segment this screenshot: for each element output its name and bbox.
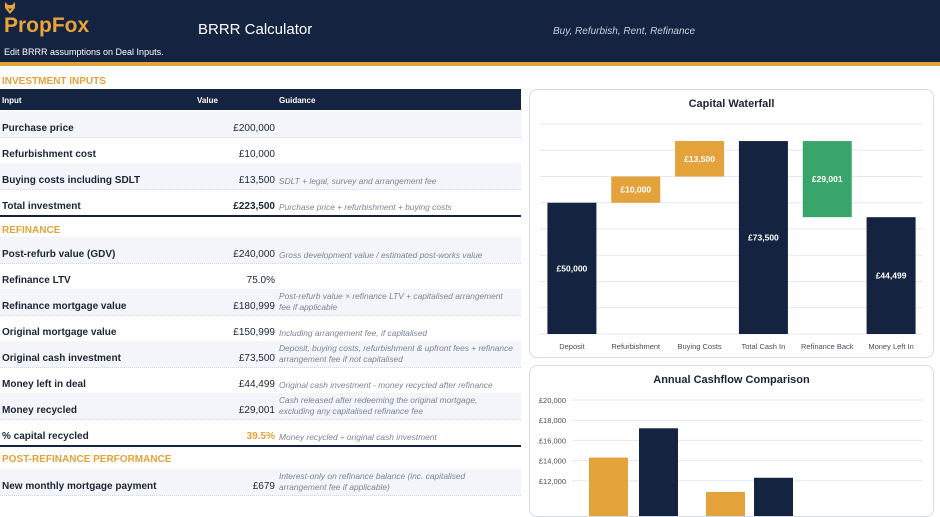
row-refurbishment-cost: Refurbishment cost £10,000: [0, 137, 521, 164]
summary-table: INVESTMENT INPUTS Input Value Guidance P…: [0, 66, 522, 496]
waterfall-bar: [738, 141, 788, 334]
page-title: BRRR Calculator: [198, 21, 313, 38]
row-note: Deposit, buying costs, refurbishment & u…: [279, 343, 513, 364]
row-note: Cash released after redeeming the origin…: [279, 395, 478, 416]
row-value: £679: [252, 481, 275, 492]
row-value: £180,999: [233, 301, 275, 312]
cashflow-card: Annual Cashflow Comparison £20,000 £18,00…: [529, 365, 934, 517]
bar-data-label: £13,500: [684, 154, 715, 164]
row-total-investment: Total investment £223,500 Purchase price…: [0, 189, 521, 217]
waterfall-bar: [802, 141, 852, 218]
cashflow-chart: £20,000 £18,000 £16,000 £14,000 £12,000: [539, 396, 923, 516]
row-label: Money left in deal: [2, 379, 86, 390]
waterfall-title: Capital Waterfall: [688, 98, 775, 110]
col-value: Value: [197, 96, 218, 105]
row-value: £73,500: [238, 353, 275, 364]
header-note: Edit BRRR assumptions on Deal Inputs.: [4, 47, 164, 57]
app-header: PropFox BRRR Calculator Buy, Refurbish, …: [0, 0, 940, 62]
row-label: Original cash investment: [2, 353, 121, 364]
cashflow-bar: [639, 428, 678, 516]
capital-waterfall-card: Capital Waterfall £50,000 Deposit £10,000 R…: [529, 89, 934, 358]
col-input: Input: [2, 96, 22, 105]
row-value: £29,001: [238, 405, 275, 416]
row-value: £150,999: [233, 327, 275, 338]
brand-logo: PropFox: [4, 14, 90, 37]
y-tick-label: £20,000: [539, 396, 566, 405]
section-refinance: REFINANCE: [2, 225, 61, 236]
fox-logo-icon: [5, 2, 15, 14]
row-value[interactable]: £10,000: [238, 149, 275, 160]
row-original-mortgage: Original mortgage value £150,999 Includi…: [0, 315, 521, 342]
row-refinance-mortgage: Refinance mortgage value £180,999 Post-r…: [0, 289, 521, 316]
waterfall-bar: [547, 202, 597, 334]
row-note: SDLT + legal, survey and arrangement fee: [279, 176, 437, 186]
row-note: Original cash investment - money recycle…: [279, 380, 493, 390]
row-label: Refinance mortgage value: [2, 301, 127, 312]
row-label: % capital recycled: [2, 431, 89, 442]
bar-data-label: £44,499: [876, 271, 907, 281]
y-tick-label: £12,000: [539, 477, 566, 486]
col-guidance: Guidance: [279, 96, 316, 105]
row-note: Including arrangement fee, if capitalise…: [279, 328, 428, 338]
row-label: Original mortgage value: [2, 327, 117, 338]
row-purchase-price: Purchase price £200,000: [0, 111, 521, 138]
row-money-left: Money left in deal £44,499 Original cash…: [0, 367, 521, 394]
section-investment-inputs: INVESTMENT INPUTS: [2, 76, 106, 87]
row-refinance-ltv: Refinance LTV 75.0%: [0, 263, 521, 290]
waterfall-bar: [866, 217, 916, 334]
row-money-recycled: Money recycled £29,001 Cash released aft…: [0, 393, 521, 420]
row-note: Money recycled ÷ original cash investmen…: [279, 432, 437, 442]
cashflow-bar: [754, 477, 793, 516]
y-tick-label: £14,000: [539, 457, 566, 466]
waterfall-bar: [611, 176, 661, 203]
row-label: Purchase price: [2, 123, 74, 134]
section-post-refinance: POST-REFINANCE PERFORMANCE: [2, 454, 172, 465]
x-tick-label: Refinance Back: [801, 342, 854, 351]
row-label: New monthly mortgage payment: [2, 481, 157, 492]
x-tick-label: Money Left In: [868, 342, 913, 351]
row-value: £223,500: [233, 201, 275, 212]
x-tick-label: Total Cash In: [742, 342, 786, 351]
row-label: Buying costs including SDLT: [2, 175, 141, 186]
row-value[interactable]: 75.0%: [246, 275, 275, 286]
row-note: Interest-only on refinance balance (inc.…: [279, 471, 466, 492]
cashflow-bar: [589, 457, 628, 516]
y-tick-label: £16,000: [539, 436, 566, 445]
row-label: Money recycled: [2, 405, 78, 416]
row-label: Refinance LTV: [2, 275, 71, 286]
cashflow-title: Annual Cashflow Comparison: [653, 374, 810, 386]
row-label: Total investment: [2, 201, 81, 212]
table-header: Input Value Guidance: [0, 89, 521, 110]
x-tick-label: Refurbishment: [611, 342, 661, 351]
tagline: Buy, Refurbish, Rent, Refinance: [553, 26, 696, 37]
row-value[interactable]: £240,000: [233, 249, 275, 260]
row-note: Purchase price + refurbishment + buying …: [279, 202, 452, 212]
row-capital-recycled: % capital recycled 39.5% Money recycled …: [0, 419, 521, 447]
row-value: £44,499: [238, 379, 275, 390]
row-label: Post-refurb value (GDV): [2, 249, 116, 260]
row-label: Refurbishment cost: [2, 149, 96, 160]
y-tick-label: £18,000: [539, 416, 566, 425]
row-gdv: Post-refurb value (GDV) £240,000 Gross d…: [0, 237, 521, 264]
row-value: 39.5%: [246, 431, 275, 442]
row-original-cash: Original cash investment £73,500 Deposit…: [0, 341, 521, 368]
bar-data-label: £29,001: [812, 174, 843, 184]
row-buying-costs: Buying costs including SDLT £13,500 SDLT…: [0, 163, 521, 190]
x-tick-label: Buying Costs: [677, 342, 721, 351]
row-note: Gross development value / estimated post…: [279, 250, 483, 260]
row-monthly-mortgage: New monthly mortgage payment £679 Intere…: [0, 469, 521, 496]
row-note: Post-refurb value × refinance LTV + capi…: [279, 291, 503, 312]
row-value[interactable]: £200,000: [233, 123, 275, 134]
bar-data-label: £10,000: [620, 185, 651, 195]
waterfall-bar: [675, 141, 725, 177]
waterfall-chart: £50,000 Deposit £10,000 Refurbishment £13,50…: [540, 123, 923, 351]
header-divider: [0, 62, 940, 66]
bar-data-label: £50,000: [557, 263, 588, 273]
row-value[interactable]: £13,500: [238, 175, 275, 186]
bar-data-label: £73,500: [748, 233, 779, 243]
x-tick-label: Deposit: [559, 342, 585, 351]
